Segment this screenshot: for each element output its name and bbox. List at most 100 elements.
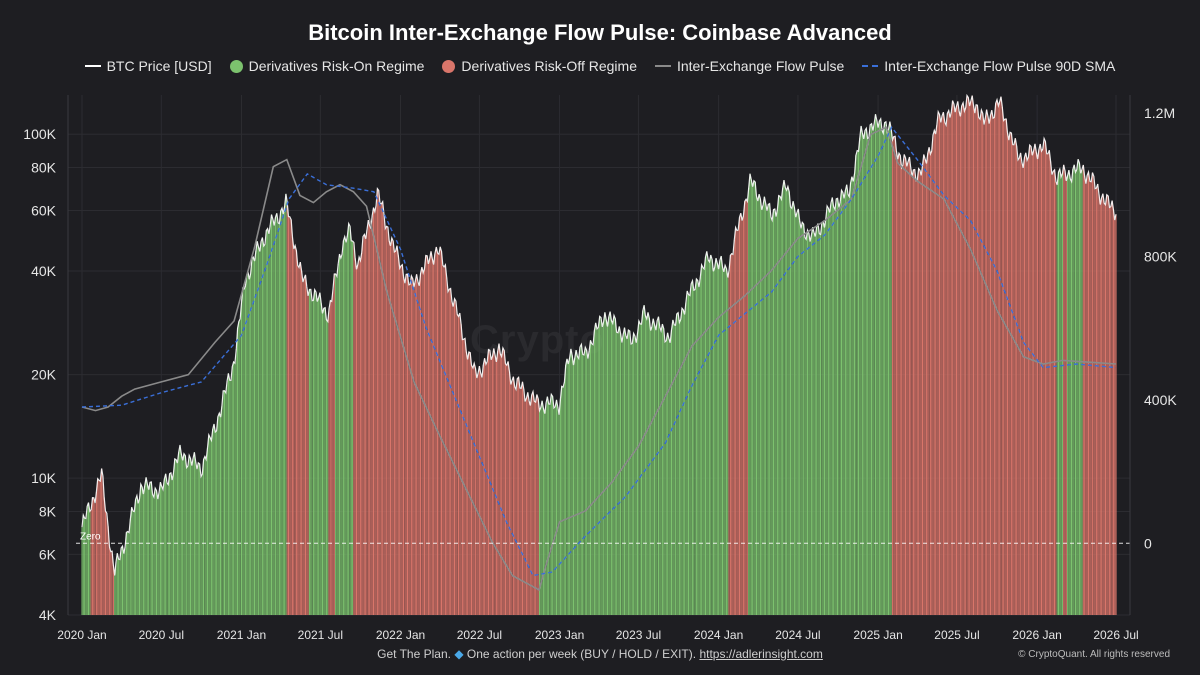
- regime-bar: [701, 264, 703, 615]
- regime-bar: [945, 125, 947, 615]
- regime-bar: [248, 279, 250, 615]
- regime-bar: [133, 511, 135, 615]
- regime-bar: [583, 355, 585, 615]
- footer-link[interactable]: https://adlerinsight.com: [699, 647, 823, 661]
- regime-bar: [237, 328, 239, 615]
- regime-bar: [833, 206, 835, 615]
- legend-item-flow-pulse-sma[interactable]: Inter-Exchange Flow Pulse 90D SMA: [862, 58, 1115, 74]
- regime-bar: [859, 137, 861, 616]
- regime-bar: [358, 257, 360, 615]
- regime-bar: [386, 226, 388, 616]
- regime-bar: [889, 121, 891, 615]
- series-lines: Zero: [76, 93, 1130, 592]
- regime-bar: [508, 371, 510, 615]
- regime-bar: [242, 288, 244, 615]
- regime-bar: [625, 335, 627, 615]
- regime-bar: [863, 138, 865, 615]
- legend-item-flow-pulse[interactable]: Inter-Exchange Flow Pulse: [654, 58, 844, 74]
- regime-bar: [914, 169, 916, 615]
- regime-bar: [85, 518, 87, 615]
- regime-bar: [464, 338, 466, 615]
- regime-bar: [579, 347, 581, 615]
- regime-bar: [950, 112, 952, 615]
- regime-bar: [554, 406, 556, 615]
- regime-bar: [944, 122, 946, 615]
- regime-bar: [997, 105, 999, 616]
- regime-bar: [178, 452, 180, 615]
- regime-bar: [639, 323, 641, 615]
- regime-bar: [612, 323, 614, 615]
- regime-bar: [316, 301, 318, 615]
- x-tick-label: 2026 Jul: [1093, 628, 1138, 642]
- regime-bar: [148, 489, 150, 615]
- regime-bar: [822, 221, 824, 615]
- regime-bar: [901, 167, 903, 615]
- regime-bar: [452, 306, 454, 615]
- regime-bar: [842, 192, 844, 615]
- regime-bar: [159, 482, 161, 615]
- regime-bar: [927, 153, 929, 615]
- regime-bar: [763, 196, 765, 615]
- regime-bar: [1107, 196, 1109, 615]
- regime-bar: [529, 405, 531, 615]
- regime-bar: [498, 343, 500, 615]
- regime-bar: [1115, 214, 1117, 616]
- regime-bar: [329, 300, 331, 615]
- regime-bar: [379, 203, 381, 615]
- regime-bar: [348, 223, 350, 615]
- regime-bar: [539, 410, 541, 615]
- regime-bar: [956, 106, 958, 615]
- regime-bar: [522, 381, 524, 615]
- regime-bar: [218, 413, 220, 615]
- regime-bar: [1000, 96, 1002, 615]
- legend-swatch-risk-on: [229, 59, 243, 73]
- regime-bar: [261, 237, 263, 615]
- regime-bar: [528, 401, 530, 615]
- regime-bar: [626, 338, 628, 615]
- legend-item-risk-on[interactable]: Derivatives Risk-On Regime: [229, 58, 424, 74]
- regime-bar: [285, 193, 287, 615]
- regime-bar: [1025, 152, 1027, 616]
- regime-bar: [373, 207, 375, 615]
- regime-bar: [277, 222, 279, 616]
- regime-bar: [966, 95, 968, 616]
- regime-bar: [257, 246, 259, 615]
- regime-bar: [519, 387, 521, 615]
- regime-bar: [575, 350, 577, 615]
- regime-bar: [714, 267, 716, 615]
- regime-bar: [855, 155, 857, 615]
- regime-bar: [254, 261, 256, 615]
- regime-bar: [315, 292, 317, 615]
- regime-bar: [1012, 144, 1014, 615]
- regime-bar: [1106, 194, 1108, 615]
- regime-bar: [524, 401, 526, 615]
- regime-bar: [988, 123, 990, 615]
- regime-bar: [935, 134, 937, 615]
- regime-bar: [324, 307, 326, 615]
- regime-bar: [908, 157, 910, 615]
- regime-bar: [614, 318, 616, 615]
- regime-bar: [297, 265, 299, 615]
- regime-bar: [537, 398, 539, 615]
- regime-bar: [574, 357, 576, 615]
- regime-bar: [1029, 145, 1031, 615]
- regime-bar: [301, 270, 303, 615]
- x-tick-label: 2026 Jan: [1012, 628, 1061, 642]
- regime-bar: [810, 235, 812, 615]
- legend-item-risk-off[interactable]: Derivatives Risk-Off Regime: [442, 58, 637, 74]
- regime-bar: [115, 562, 117, 615]
- regime-bar: [646, 318, 648, 615]
- regime-bar: [469, 352, 471, 615]
- regime-bar: [149, 482, 151, 615]
- regime-bar: [699, 277, 701, 615]
- legend-item-btc-price[interactable]: BTC Price [USD]: [84, 58, 212, 74]
- regime-bars: [81, 95, 1117, 616]
- regime-bar: [166, 482, 168, 615]
- regime-bar: [761, 209, 763, 616]
- regime-bar: [214, 432, 216, 615]
- regime-bar: [898, 153, 900, 616]
- regime-bar: [1065, 180, 1067, 615]
- regime-bar: [366, 229, 368, 616]
- regime-bar: [1094, 188, 1096, 615]
- regime-bar: [1039, 144, 1041, 615]
